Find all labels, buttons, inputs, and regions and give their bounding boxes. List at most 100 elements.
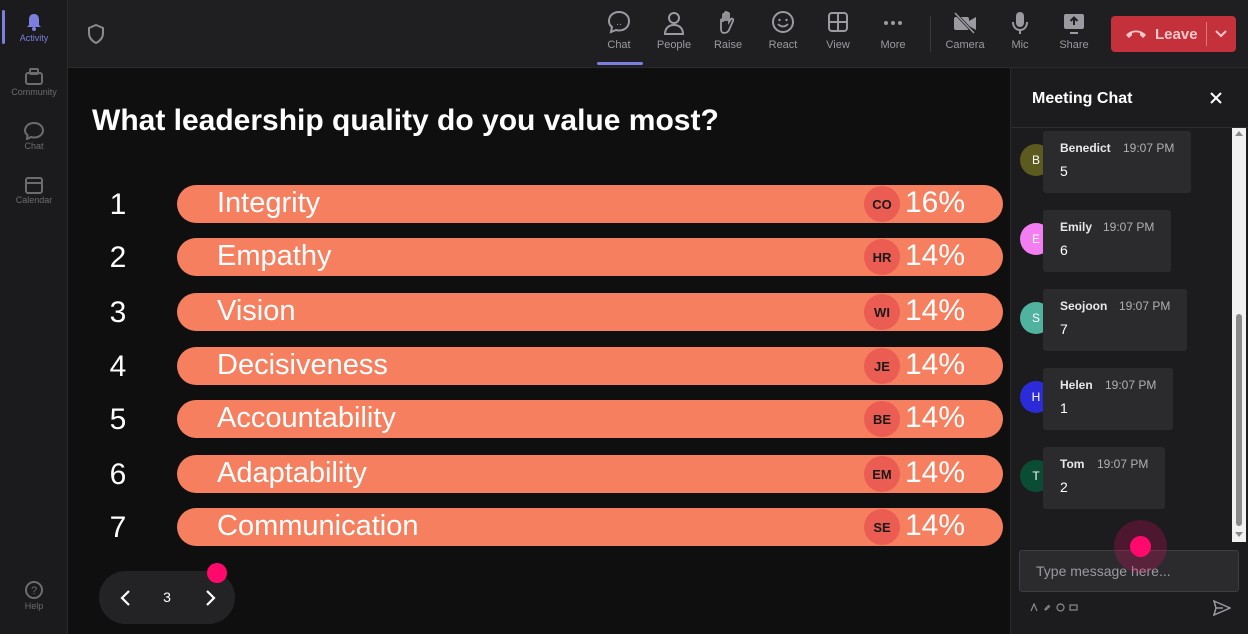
shield-icon[interactable] (87, 23, 105, 49)
meeting-chat-panel: Meeting Chat B Benedict 19:07 PM 5 E Emi… (1010, 68, 1248, 634)
calendar-icon (25, 177, 43, 194)
close-icon[interactable] (1209, 91, 1223, 105)
message-bubble: Seojoon 19:07 PM 7 (1043, 289, 1187, 351)
gif-icon[interactable] (1069, 603, 1078, 612)
people-button[interactable]: People (648, 10, 700, 51)
grid-view-icon (828, 12, 848, 32)
attach-icon[interactable] (1043, 603, 1052, 612)
poll-percent: 14% (905, 239, 966, 272)
message-time: 19:07 PM (1105, 378, 1157, 392)
chat-message: S Seojoon 19:07 PM 7 (1011, 289, 1236, 353)
rail-item-help[interactable]: ? Help (0, 580, 68, 611)
chat-button[interactable]: .. Chat (593, 10, 645, 51)
emoji-icon (772, 11, 794, 33)
chat-message: E Emily 19:07 PM 6 (1011, 210, 1236, 274)
raise-hand-button[interactable]: Raise (702, 10, 754, 51)
message-bubble: Tom 19:07 PM 2 (1043, 447, 1165, 509)
message-input[interactable] (1020, 551, 1238, 591)
format-text-icon[interactable] (1030, 603, 1039, 612)
chat-button-label: Chat (607, 39, 631, 51)
leave-button-label: Leave (1155, 25, 1198, 43)
people-icon (663, 12, 685, 35)
avatar-initial: H (1031, 390, 1041, 404)
poll-option-label: Integrity (217, 187, 321, 219)
poll-option-label: Empathy (217, 240, 332, 272)
poll-rank: 7 (109, 511, 127, 544)
poll-option-label: Accountability (217, 402, 396, 434)
leave-divider (1206, 22, 1207, 46)
poll-option-label: Communication (217, 510, 419, 542)
send-icon[interactable] (1213, 600, 1231, 616)
chevron-right-icon[interactable] (203, 589, 217, 607)
chat-scrollbar[interactable] (1232, 128, 1246, 542)
rail-item-calendar[interactable]: Calendar (0, 176, 68, 205)
svg-text:?: ? (31, 585, 37, 597)
view-button[interactable]: View (812, 10, 864, 51)
mic-button[interactable]: Mic (994, 10, 1046, 51)
poll-row: 6 Adaptability EM 14% (68, 455, 1010, 493)
camera-button[interactable]: Camera (939, 10, 991, 51)
poll-row: 5 Accountability BE 14% (68, 400, 1010, 438)
poll-rank: 2 (109, 241, 127, 274)
poll-option-label: Adaptability (217, 457, 367, 489)
app-rail: Activity Community Chat Calendar ? Help (0, 0, 68, 634)
view-button-label: View (826, 39, 850, 51)
share-button-label: Share (1059, 39, 1089, 51)
rail-item-community[interactable]: Community (0, 68, 68, 97)
page-number: 3 (163, 589, 171, 605)
mic-button-label: Mic (1011, 39, 1029, 51)
format-toolbar (1030, 603, 1078, 612)
poll-percent: 16% (905, 186, 966, 219)
click-indicator (207, 563, 227, 583)
chat-active-indicator (597, 62, 643, 65)
click-indicator (1130, 536, 1151, 557)
more-button-label: More (880, 39, 906, 51)
voter-avatar: JE (864, 348, 900, 384)
message-text: 5 (1060, 163, 1068, 179)
help-icon: ? (25, 581, 43, 599)
scroll-thumb[interactable] (1236, 314, 1242, 526)
poll-rank: 5 (109, 403, 127, 436)
bell-icon (27, 14, 41, 31)
rail-label: Chat (24, 141, 44, 151)
poll-rank: 1 (109, 188, 127, 221)
avatar-initial: S (1031, 311, 1040, 325)
leave-button[interactable]: Leave (1111, 16, 1236, 52)
poll-row: 1 Integrity CO 16% (68, 185, 1010, 223)
voter-avatar: CO (864, 186, 900, 222)
phone-hangup-icon (1126, 30, 1146, 38)
poll-results: What leadership quality do you value mos… (68, 68, 1010, 634)
poll-bar: Integrity CO 16% (177, 185, 1003, 223)
more-button[interactable]: More (867, 10, 919, 51)
message-time: 19:07 PM (1097, 457, 1149, 471)
message-time: 19:07 PM (1103, 220, 1155, 234)
hand-icon (720, 10, 735, 34)
sender-name: Tom (1060, 457, 1085, 471)
poll-row: 2 Empathy HR 14% (68, 238, 1010, 276)
react-button-label: React (768, 39, 798, 51)
chat-divider (1011, 127, 1248, 128)
sender-name: Seojoon (1060, 299, 1108, 313)
rail-label: Calendar (15, 195, 53, 205)
share-button[interactable]: Share (1048, 10, 1100, 51)
poll-row: 3 Vision WI 14% (68, 293, 1010, 331)
voter-avatar: WI (864, 294, 900, 330)
chevron-left-icon[interactable] (119, 589, 133, 607)
camera-off-icon (953, 11, 976, 35)
meeting-toolbar: .. Chat People Raise React View More Cam… (68, 0, 1248, 68)
rail-item-activity[interactable]: Activity (0, 12, 68, 43)
rail-item-chat[interactable]: Chat (0, 122, 68, 151)
poll-bar: Vision WI 14% (177, 293, 1003, 331)
poll-row: 4 Decisiveness JE 14% (68, 347, 1010, 385)
poll-percent: 14% (905, 401, 966, 434)
emoji-icon[interactable] (1056, 603, 1065, 612)
poll-bar: Accountability BE 14% (177, 400, 1003, 438)
chevron-down-icon[interactable] (1214, 27, 1228, 41)
scroll-down-arrow[interactable] (1235, 532, 1243, 537)
poll-option-label: Decisiveness (217, 349, 388, 381)
poll-question: What leadership quality do you value mos… (92, 104, 719, 137)
react-button[interactable]: React (757, 10, 809, 51)
poll-percent: 14% (905, 348, 966, 381)
scroll-up-arrow[interactable] (1235, 131, 1243, 136)
poll-percent: 14% (905, 294, 966, 327)
